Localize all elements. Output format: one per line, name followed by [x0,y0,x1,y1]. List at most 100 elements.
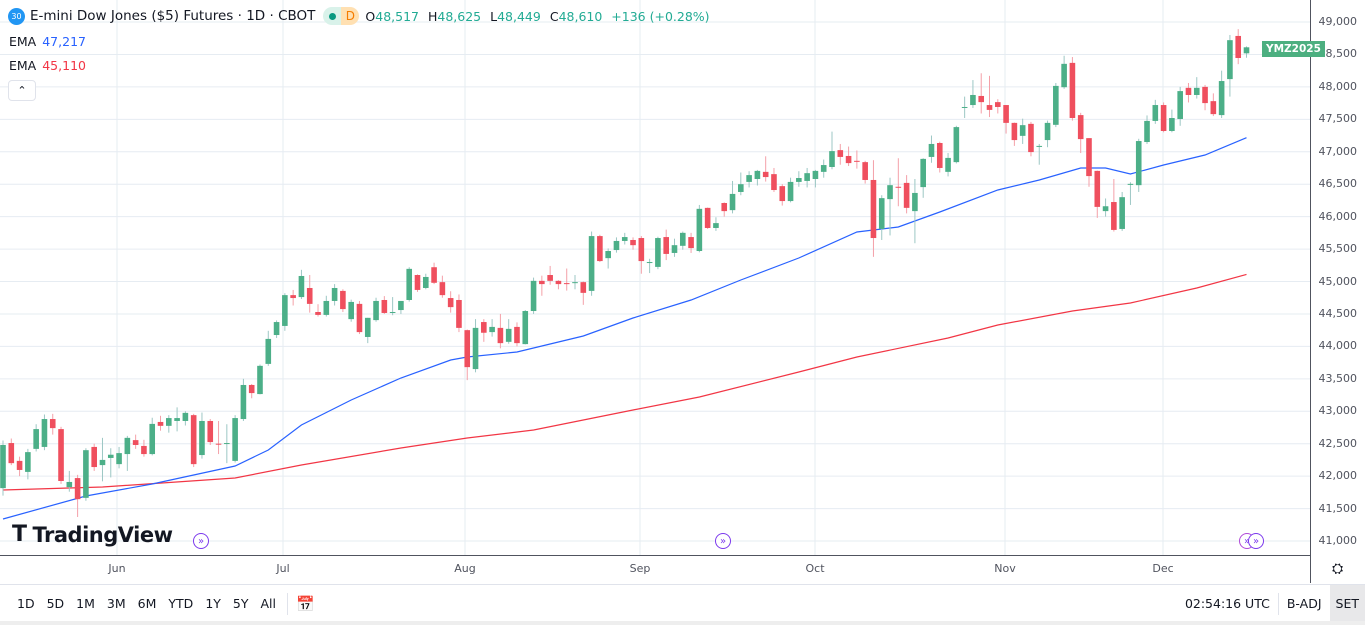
candle[interactable] [1135,138,1142,192]
candle[interactable] [1127,182,1134,205]
candle[interactable] [613,237,620,253]
rollover-event-icon[interactable]: » [715,533,731,549]
candle[interactable] [83,448,89,501]
candle[interactable] [928,135,935,163]
candle[interactable] [679,231,686,250]
candle[interactable] [514,322,520,347]
candle[interactable] [1152,99,1159,124]
candle[interactable] [746,171,752,188]
candle[interactable] [1177,86,1183,126]
ema-fast-legend[interactable]: EMA 47,217 [9,34,86,49]
candle[interactable] [240,378,247,421]
candle[interactable] [373,297,379,322]
candle[interactable] [356,300,363,335]
candle[interactable] [1044,120,1051,148]
candle[interactable] [265,330,272,366]
candle[interactable] [530,277,537,314]
range-button-3m[interactable]: 3M [106,596,126,611]
candle[interactable] [696,204,703,253]
candle[interactable] [16,456,23,477]
candle[interactable] [0,440,6,496]
candle[interactable] [646,258,653,274]
candle[interactable] [132,434,139,449]
candle[interactable] [787,177,794,203]
candle[interactable] [1061,55,1067,89]
candle[interactable] [1227,34,1233,97]
calendar-goto-icon[interactable]: 📅 [296,594,315,613]
b-adj-toggle[interactable]: B-ADJ [1286,596,1322,611]
candle[interactable] [414,274,421,292]
candle[interactable] [481,319,487,342]
candle[interactable] [729,180,736,214]
candle[interactable] [1202,84,1208,111]
candle[interactable] [91,443,97,471]
candle[interactable] [497,313,504,349]
candle[interactable] [1003,105,1009,134]
candle[interactable] [1019,118,1026,144]
candle[interactable] [1119,191,1125,231]
candle[interactable] [33,424,39,452]
candle[interactable] [472,319,479,373]
candle[interactable] [995,99,1001,114]
candle[interactable] [920,158,926,198]
candle[interactable] [1094,170,1101,218]
candle[interactable] [124,435,131,471]
candle[interactable] [1160,102,1167,133]
range-button-1y[interactable]: 1Y [205,596,221,611]
candle[interactable] [912,178,918,244]
candle[interactable] [323,295,330,317]
candle[interactable] [829,131,835,170]
candle[interactable] [779,184,786,206]
candle[interactable] [190,413,197,468]
candle[interactable] [597,234,603,263]
range-button-5y[interactable]: 5Y [232,596,249,611]
candle[interactable] [456,294,462,333]
candle[interactable] [149,417,156,456]
candle[interactable] [232,415,238,463]
candle[interactable] [870,160,877,257]
market-status-badge[interactable]: D [323,7,360,25]
candle[interactable] [713,217,719,231]
candle[interactable] [315,304,321,317]
candle[interactable] [1193,77,1200,99]
candle[interactable] [505,319,512,344]
candle[interactable] [1111,178,1117,232]
candle[interactable] [1077,112,1084,154]
range-button-5d[interactable]: 5D [46,596,65,611]
candle[interactable] [796,171,802,187]
candle[interactable] [539,275,545,296]
candle[interactable] [762,156,769,182]
candle[interactable] [389,297,396,316]
candle[interactable] [464,329,471,381]
candle[interactable] [306,275,313,313]
candle[interactable] [431,262,437,285]
candle[interactable] [215,420,222,455]
candle[interactable] [1036,143,1043,165]
candle[interactable] [74,474,81,517]
candle[interactable] [1011,122,1018,146]
candle[interactable] [49,413,56,435]
candle[interactable] [862,160,868,184]
candle[interactable] [903,175,910,214]
candle[interactable] [630,237,636,250]
candle[interactable] [621,232,628,245]
candle[interactable] [298,269,305,300]
candle[interactable] [1028,121,1034,157]
candle[interactable] [331,284,338,306]
range-button-1d[interactable]: 1D [17,596,35,611]
candle[interactable] [704,207,711,229]
candle[interactable] [953,125,960,164]
range-button-1m[interactable]: 1M [76,596,95,611]
symbol-title[interactable]: E-mini Dow Jones ($5) Futures · 1D · CBO… [30,8,316,24]
candle[interactable] [580,281,587,305]
candle[interactable] [845,146,852,167]
candle[interactable] [663,229,669,261]
candle[interactable] [1144,115,1150,144]
candle[interactable] [671,238,678,257]
candle[interactable] [563,268,570,291]
candle[interactable] [522,310,529,345]
candle[interactable] [936,141,943,173]
candle[interactable] [489,319,495,337]
candle[interactable] [986,75,993,118]
candle[interactable] [854,150,860,169]
